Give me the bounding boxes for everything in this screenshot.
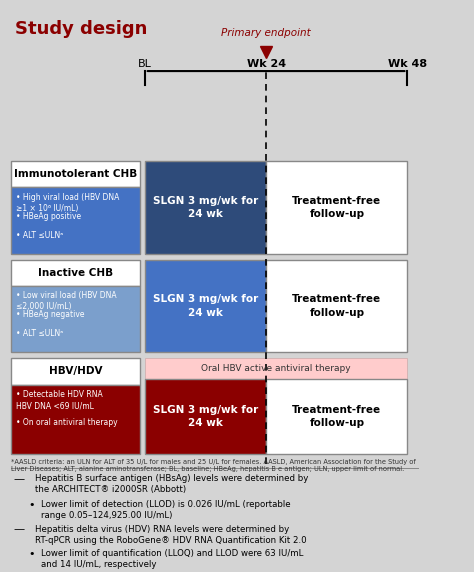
Text: • Detectable HDV RNA
HBV DNA <69 IU/mL: • Detectable HDV RNA HBV DNA <69 IU/mL <box>16 390 103 410</box>
Text: Wk 24: Wk 24 <box>247 59 286 69</box>
Text: Oral HBV active antiviral therapy: Oral HBV active antiviral therapy <box>201 364 351 373</box>
Text: Treatment-free
follow-up: Treatment-free follow-up <box>292 295 382 317</box>
Text: • Low viral load (HBV DNA
≤2,000 IU/mL): • Low viral load (HBV DNA ≤2,000 IU/mL) <box>16 291 117 311</box>
Text: Treatment-free
follow-up: Treatment-free follow-up <box>292 404 382 428</box>
Text: Hepatitis B surface antigen (HBsAg) levels were determined by
the ARCHITECT® i20: Hepatitis B surface antigen (HBsAg) leve… <box>35 474 308 494</box>
Text: • HBeAg positive: • HBeAg positive <box>16 212 82 221</box>
Text: Inactive CHB: Inactive CHB <box>38 268 113 277</box>
FancyBboxPatch shape <box>145 161 266 254</box>
FancyBboxPatch shape <box>11 187 140 254</box>
FancyBboxPatch shape <box>266 161 408 254</box>
Text: BL: BL <box>138 59 152 69</box>
Text: Lower limit of quantification (LLOQ) and LLOD were 63 IU/mL
and 14 IU/mL, respec: Lower limit of quantification (LLOQ) and… <box>41 549 303 569</box>
FancyBboxPatch shape <box>11 161 140 187</box>
FancyBboxPatch shape <box>145 379 266 454</box>
FancyBboxPatch shape <box>11 260 140 285</box>
Text: Treatment-free
follow-up: Treatment-free follow-up <box>292 196 382 219</box>
Text: Wk 48: Wk 48 <box>388 59 427 69</box>
FancyBboxPatch shape <box>11 358 140 385</box>
Text: • High viral load (HBV DNA
≥1 × 10⁶ IU/mL): • High viral load (HBV DNA ≥1 × 10⁶ IU/m… <box>16 193 120 213</box>
FancyBboxPatch shape <box>145 260 266 352</box>
Text: —: — <box>13 525 25 535</box>
Text: SLGN 3 mg/wk for
24 wk: SLGN 3 mg/wk for 24 wk <box>153 196 258 219</box>
Text: Hepatitis delta virus (HDV) RNA levels were determined by
RT-qPCR using the Robo: Hepatitis delta virus (HDV) RNA levels w… <box>35 525 306 545</box>
Text: Lower limit of detection (LLOD) is 0.026 IU/mL (reportable
range 0.05–124,925.00: Lower limit of detection (LLOD) is 0.026… <box>41 500 291 520</box>
Text: —: — <box>13 474 25 484</box>
Text: Immunotolerant CHB: Immunotolerant CHB <box>14 169 137 179</box>
Text: Study design: Study design <box>16 20 148 38</box>
Text: • ALT ≤ULNᵃ: • ALT ≤ULNᵃ <box>16 231 64 240</box>
Text: • ALT ≤ULNᵃ: • ALT ≤ULNᵃ <box>16 329 64 338</box>
Text: •: • <box>28 500 35 510</box>
Text: • HBeAg negative: • HBeAg negative <box>16 310 85 319</box>
Text: • On oral antiviral therapy: • On oral antiviral therapy <box>16 418 118 427</box>
FancyBboxPatch shape <box>266 379 408 454</box>
FancyBboxPatch shape <box>11 285 140 352</box>
Text: SLGN 3 mg/wk for
24 wk: SLGN 3 mg/wk for 24 wk <box>153 295 258 317</box>
Text: *AASLD criteria: an ULN for ALT of 35 U/L for males and 25 U/L for females. AASL: *AASLD criteria: an ULN for ALT of 35 U/… <box>11 459 416 472</box>
Text: SLGN 3 mg/wk for
24 wk: SLGN 3 mg/wk for 24 wk <box>153 404 258 428</box>
Text: HBV/HDV: HBV/HDV <box>49 366 102 376</box>
Text: Primary endpoint: Primary endpoint <box>221 28 311 38</box>
Text: •: • <box>28 549 35 559</box>
FancyBboxPatch shape <box>11 385 140 454</box>
FancyBboxPatch shape <box>266 260 408 352</box>
FancyBboxPatch shape <box>145 358 408 379</box>
